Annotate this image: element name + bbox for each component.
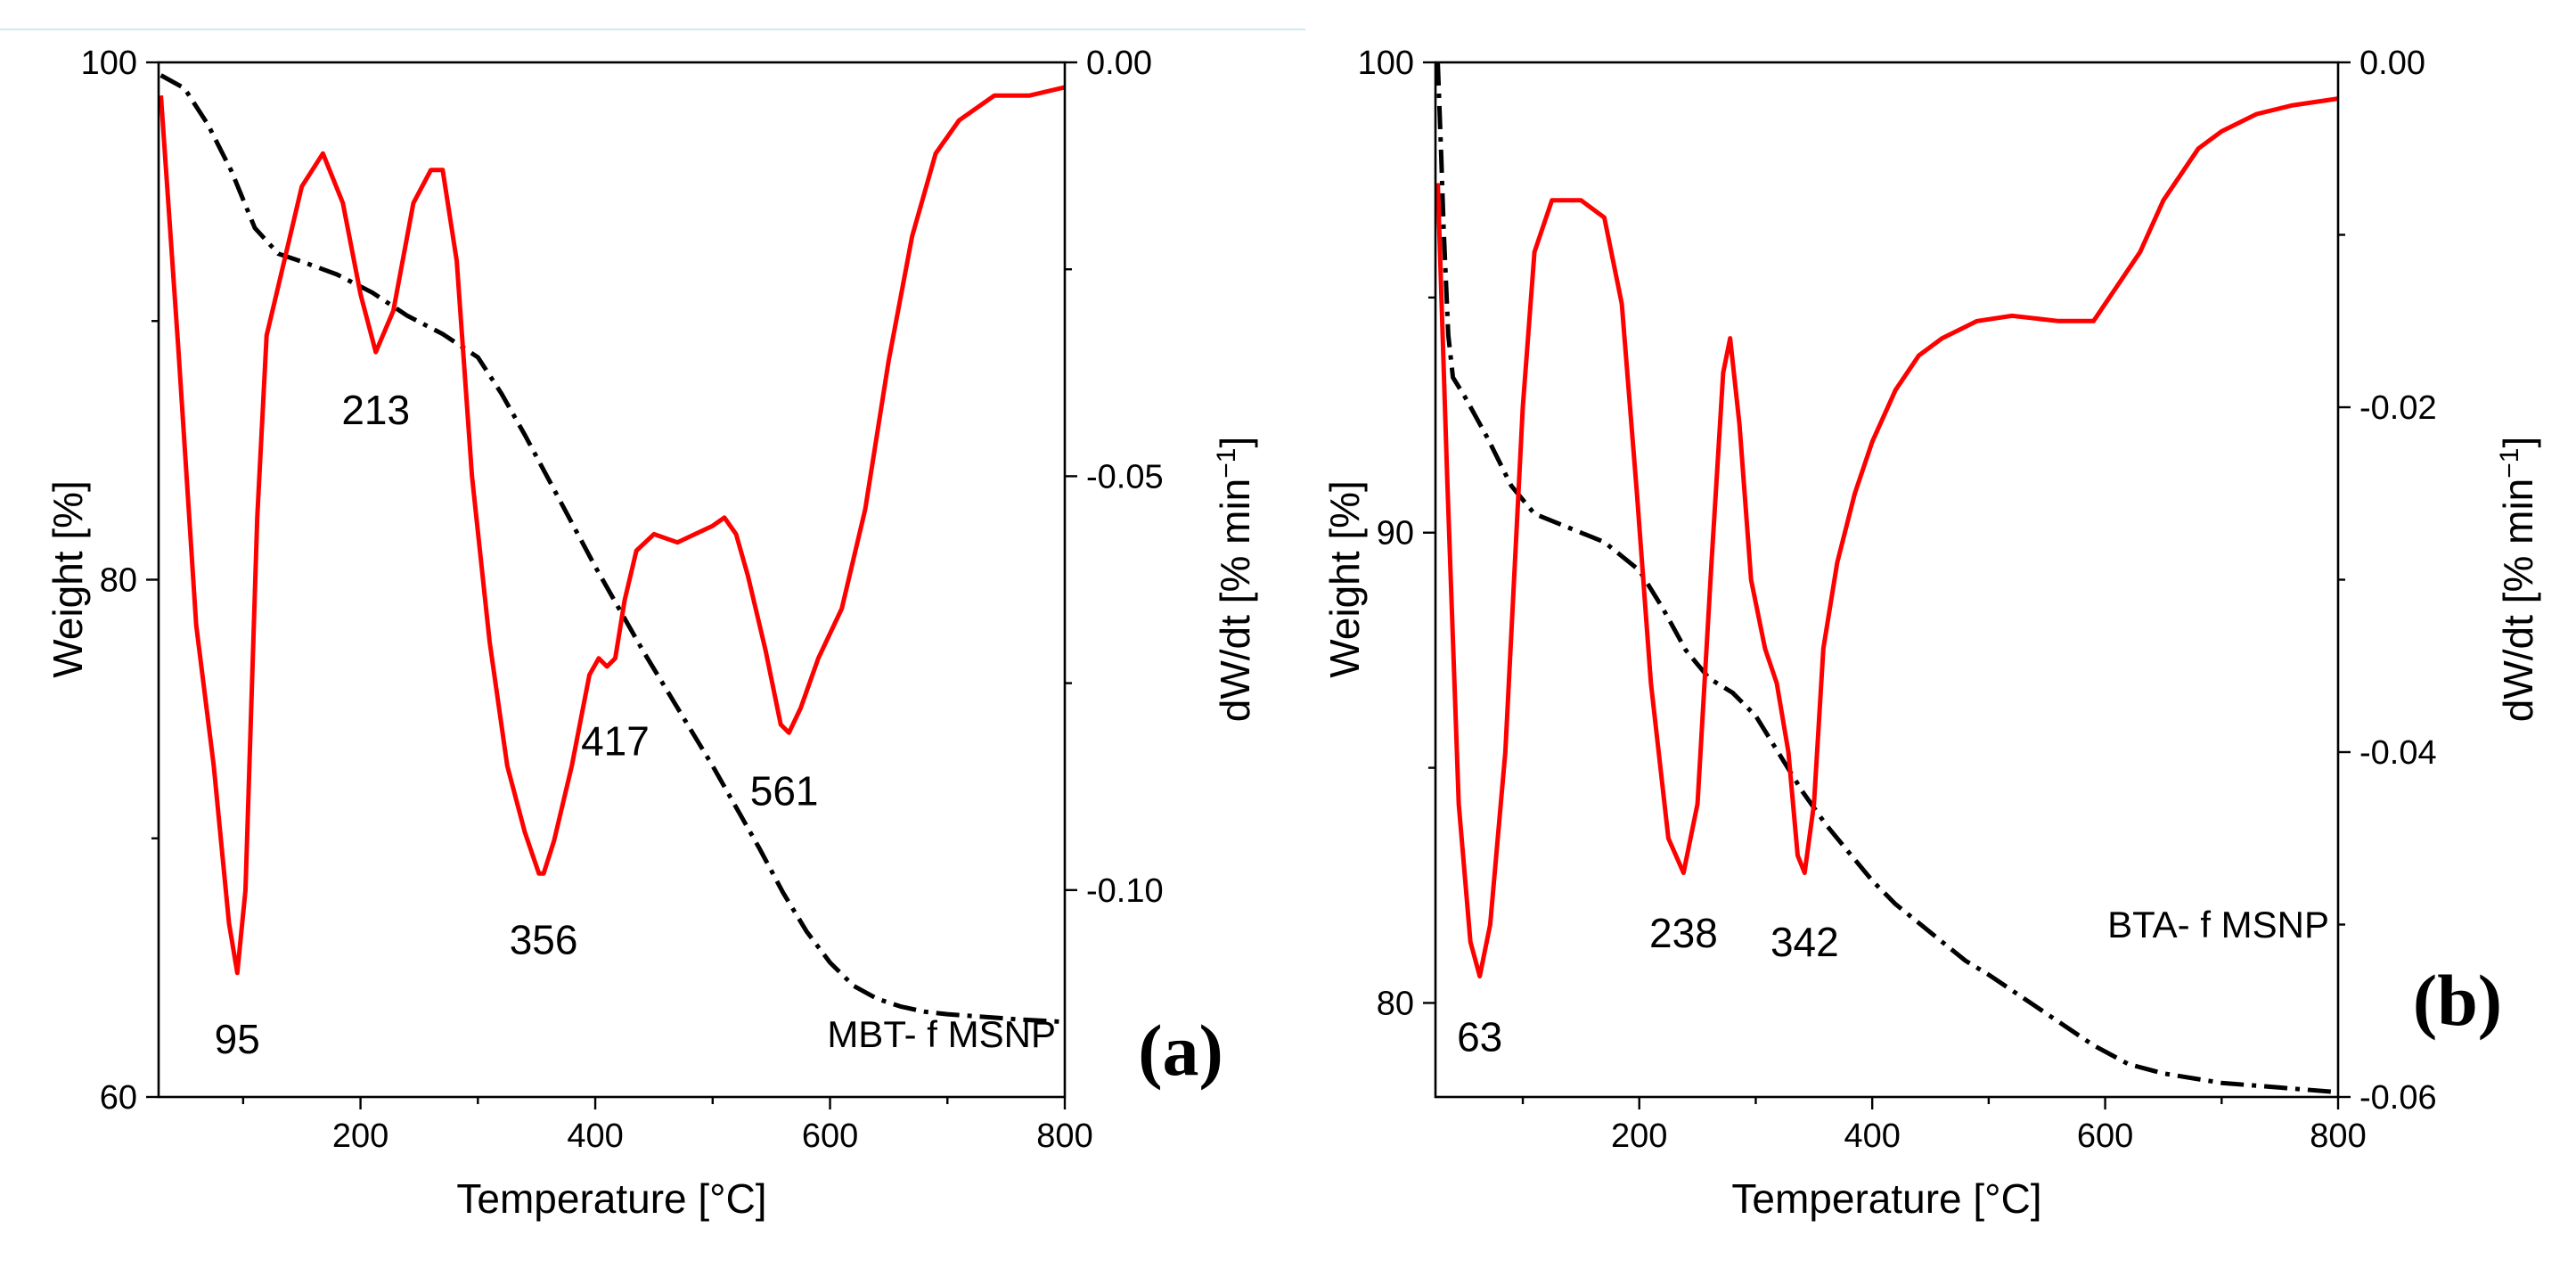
y-right-label-main: dW/dt [% min bbox=[1212, 479, 1258, 723]
x-tick-label: 400 bbox=[1844, 1117, 1900, 1155]
sample-label: BTA- f MSNP bbox=[2107, 904, 2329, 945]
y-right-tick-label: 0.00 bbox=[1086, 45, 1152, 82]
dtg-line bbox=[1435, 96, 2339, 978]
x-tick-label: 200 bbox=[1611, 1117, 1667, 1155]
peak-label: 63 bbox=[1457, 1013, 1502, 1060]
peak-label: 561 bbox=[750, 767, 819, 814]
peak-label: 356 bbox=[510, 917, 578, 963]
y-left-tick-label: 100 bbox=[81, 45, 137, 82]
y-left-tick-label: 100 bbox=[1358, 45, 1414, 82]
x-axis-label: Temperature [°C] bbox=[456, 1175, 766, 1222]
y-right-tick-label: -0.06 bbox=[2359, 1079, 2437, 1117]
y-right-label-main: dW/dt [% min bbox=[2495, 479, 2541, 723]
y-left-axis-label: Weight [%] bbox=[1321, 480, 1368, 678]
peak-label: 95 bbox=[215, 1016, 260, 1062]
x-tick-label: 200 bbox=[332, 1117, 388, 1155]
y-right-tick-label: -0.04 bbox=[2359, 734, 2437, 772]
x-tick-label: 800 bbox=[2310, 1117, 2366, 1155]
y-right-tick-label: 0.00 bbox=[2359, 45, 2425, 82]
y-right-tick-label: -0.02 bbox=[2359, 389, 2437, 427]
x-tick-label: 600 bbox=[2077, 1117, 2133, 1155]
sample-label: MBT- f MSNP bbox=[827, 1013, 1056, 1055]
y-left-tick-label: 80 bbox=[1377, 985, 1414, 1022]
panel-label: (a) bbox=[1138, 1010, 1223, 1091]
dtg-line bbox=[159, 85, 1066, 976]
tg-weight-line bbox=[1435, 61, 2339, 1095]
x-tick-label: 600 bbox=[802, 1117, 858, 1155]
y-left-tick-label: 80 bbox=[100, 562, 137, 600]
y-right-axis-label: dW/dt [% min−1] bbox=[2495, 437, 2541, 723]
x-tick-label: 400 bbox=[567, 1117, 623, 1155]
chart-panel-a: 200 400 600 800 60 80 100 0.00 -0.05 -0.10 Tempera… bbox=[45, 45, 1258, 1222]
peak-label: 342 bbox=[1770, 919, 1839, 965]
peak-label: 417 bbox=[581, 718, 650, 765]
tg-weight-line bbox=[159, 73, 1066, 1025]
y-right-label-superscript: −1 bbox=[2495, 448, 2524, 479]
y-right-label-close: ] bbox=[1212, 437, 1258, 448]
y-right-label-close: ] bbox=[2495, 437, 2541, 448]
y-right-axis-label: dW/dt [% min−1] bbox=[1212, 437, 1258, 723]
y-left-tick-label: 60 bbox=[100, 1079, 137, 1117]
y-right-tick-label: -0.05 bbox=[1086, 458, 1164, 495]
x-axis-label: Temperature [°C] bbox=[1731, 1175, 2041, 1222]
y-left-tick-label: 90 bbox=[1377, 515, 1414, 553]
y-left-axis-label: Weight [%] bbox=[45, 480, 91, 678]
x-tick-label: 800 bbox=[1036, 1117, 1092, 1155]
chart-panel-b: 200 400 600 800 80 90 100 0.00 -0.02 -0.04 -0.06 Te… bbox=[1321, 45, 2541, 1222]
peak-label: 213 bbox=[341, 387, 410, 433]
peak-label: 238 bbox=[1649, 910, 1718, 956]
panel-label: (b) bbox=[2413, 960, 2502, 1041]
y-right-tick-label: -0.10 bbox=[1086, 872, 1164, 910]
y-right-label-superscript: −1 bbox=[1212, 448, 1241, 479]
